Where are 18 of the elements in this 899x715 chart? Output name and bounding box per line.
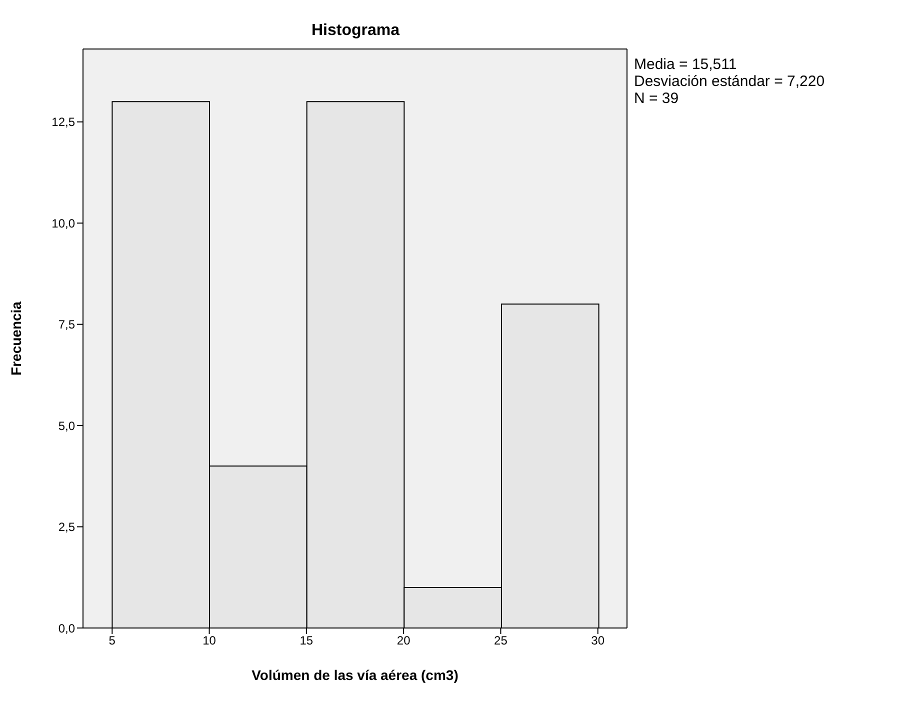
chart-title: Histograma <box>310 22 401 40</box>
x-tick-label: 20 <box>396 634 411 648</box>
y-tick-label: 7,5 <box>58 318 76 332</box>
x-axis-title: Volúmen de las vía aérea (cm3) <box>252 667 458 683</box>
y-axis-title: Frecuencia <box>8 301 24 376</box>
text: Media = 15,511 <box>634 56 738 73</box>
x-tick-label: 30 <box>591 634 605 648</box>
y-tick-label: 10,0 <box>52 216 76 230</box>
x-tick-label: 10 <box>202 634 216 648</box>
x-tick-label: 15 <box>300 634 314 648</box>
y-tick-label: 2,5 <box>58 520 76 534</box>
y-tick-label: 5,0 <box>58 418 76 433</box>
x-tick-label: 5 <box>108 634 116 648</box>
y-tick-label: 12,5 <box>52 115 76 130</box>
text: N = 39 <box>634 90 680 107</box>
y-tick-label: 0,0 <box>58 621 76 636</box>
x-tick-label: 25 <box>494 634 508 648</box>
text: Desviación estándar = 7,220 <box>634 73 825 90</box>
